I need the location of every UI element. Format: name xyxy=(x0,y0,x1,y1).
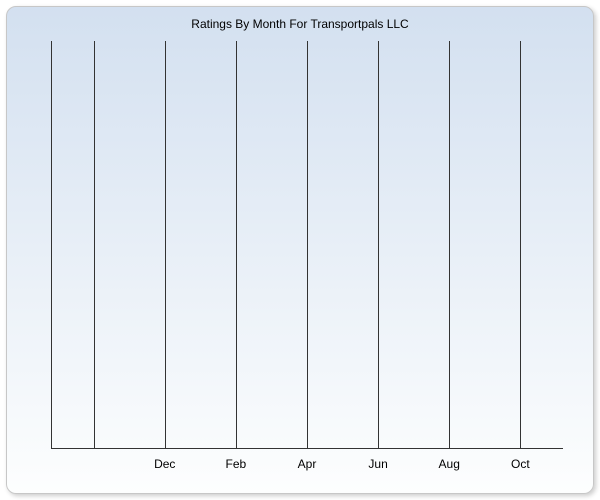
x-axis-labels: Dec Feb Apr Jun Aug Oct xyxy=(51,457,563,477)
y-axis xyxy=(51,41,52,449)
x-tick-label: Jun xyxy=(368,457,387,471)
chart-panel: Ratings By Month For Transportpals LLC D… xyxy=(6,6,594,494)
x-tick-label: Aug xyxy=(439,457,460,471)
x-tick-label: Apr xyxy=(298,457,317,471)
gridline xyxy=(307,41,308,449)
gridline xyxy=(520,41,521,449)
chart-title: Ratings By Month For Transportpals LLC xyxy=(7,17,593,31)
x-tick-label: Dec xyxy=(154,457,175,471)
x-tick-label: Feb xyxy=(226,457,247,471)
x-tick-label: Oct xyxy=(511,457,530,471)
gridline xyxy=(378,41,379,449)
gridline xyxy=(165,41,166,449)
gridline xyxy=(94,41,95,449)
plot-area xyxy=(51,41,563,449)
ratings-chart: Ratings By Month For Transportpals LLC D… xyxy=(0,0,600,500)
gridline xyxy=(236,41,237,449)
gridline xyxy=(449,41,450,449)
